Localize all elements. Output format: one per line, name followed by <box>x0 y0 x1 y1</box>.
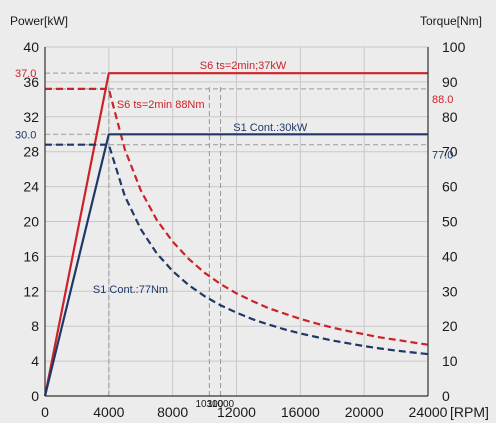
series-label: S1 Cont.:77Nm <box>93 284 168 296</box>
y-right-tick-label: 50 <box>442 214 458 230</box>
value-label: 77.0 <box>432 150 453 162</box>
x-tick-label: 24000 <box>409 404 448 420</box>
y-left-tick-label: 20 <box>23 214 39 230</box>
y-left-tick-label: 16 <box>23 248 39 264</box>
x-marker-label: 11000 <box>207 399 235 410</box>
y-right-tick-label: 10 <box>442 353 458 369</box>
y-right-tick-label: 90 <box>442 74 458 90</box>
series-line-0 <box>43 72 428 397</box>
axes <box>44 47 429 397</box>
value-label: 37.0 <box>15 68 36 80</box>
tick-labels: 0 4000 8000 12000 16000 20000 2400004812162024… <box>23 39 465 420</box>
x-tick-label: 4000 <box>93 404 124 420</box>
y-left-tick-label: 0 <box>31 388 39 404</box>
y-left-tick-label: 32 <box>23 109 39 125</box>
series-label: S1 Cont.:30kW <box>233 122 308 134</box>
y-right-tick-label: 40 <box>442 248 458 264</box>
x-tick-label: 20000 <box>345 404 384 420</box>
value-label: 30.0 <box>15 129 36 141</box>
x-tick-label: 0 <box>41 404 49 420</box>
y-left-tick-label: 4 <box>31 353 39 369</box>
series-label: S6 ts=2min 88Nm <box>117 99 205 111</box>
y-right-tick-label: 30 <box>442 283 458 299</box>
y-left-tick-label: 28 <box>23 144 39 160</box>
x-tick-label: 8000 <box>157 404 188 420</box>
y-right-tick-label: 100 <box>442 39 466 55</box>
y-right-tick-label: 60 <box>442 179 458 195</box>
y-left-tick-label: 24 <box>23 179 39 195</box>
y-left-tick-label: 8 <box>31 318 39 334</box>
series-line-3 <box>45 143 429 356</box>
x-axis-unit-label: [RPM] <box>450 404 489 420</box>
x-marker-label: 10300 <box>195 399 223 410</box>
x-tick-label: 16000 <box>281 404 320 420</box>
y-right-tick-label: 70 <box>442 144 458 160</box>
annotations: 37.0 30.0 88.0 77.0 S6 ts=2min;37kW S6 ts=2mi… <box>15 60 453 296</box>
series-line-2 <box>43 133 428 397</box>
y-right-tick-label: 20 <box>442 318 458 334</box>
y-right-tick-label: 0 <box>442 388 450 404</box>
series-label: S6 ts=2min;37kW <box>200 60 287 72</box>
y-right-tick-label: 80 <box>442 109 458 125</box>
y-left-tick-label: 36 <box>23 74 39 90</box>
series-line-1 <box>45 87 429 346</box>
series-group <box>43 72 429 397</box>
y-left-tick-label: 12 <box>23 283 39 299</box>
y-right-axis-title: Torque[Nm] <box>420 14 482 28</box>
y-left-axis-title: Power[kW] <box>10 14 68 28</box>
y-left-tick-label: 40 <box>23 39 39 55</box>
x-tick-label: 12000 <box>217 404 256 420</box>
value-label: 88.0 <box>432 94 453 106</box>
